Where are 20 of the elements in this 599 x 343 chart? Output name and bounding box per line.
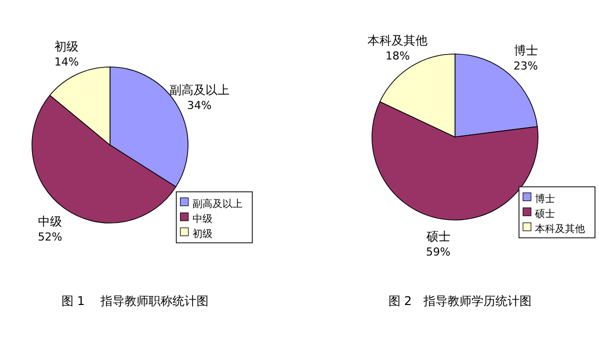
legend-label: 中级 [192, 212, 212, 225]
data-label: 14% [54, 56, 79, 69]
slice-label: 副高及以上 [169, 82, 230, 97]
data-label: 59% [426, 246, 450, 259]
legend-label: 本科及其他 [535, 222, 585, 235]
legend-label: 初级 [192, 228, 212, 240]
data-label: 23% [514, 60, 538, 73]
legend-label: 硕士 [534, 208, 555, 220]
legend-label: 副高及以上 [192, 198, 242, 210]
text: 图 1 指导教师职称统计图 [61, 294, 209, 308]
text: 图 2 指导教师学历统计图 [388, 294, 532, 308]
data-label: 34% [187, 98, 212, 112]
slice-label: 硕士 [425, 230, 450, 244]
legend-label: 博士 [535, 192, 555, 205]
data-label: 52% [38, 230, 62, 244]
slice-label: 初级 [54, 40, 79, 54]
slice-label: 本科及其他 [368, 34, 428, 48]
slice-label: 中级 [38, 214, 62, 229]
data-label: 18% [385, 50, 410, 63]
slice-label: 博士 [514, 44, 538, 58]
